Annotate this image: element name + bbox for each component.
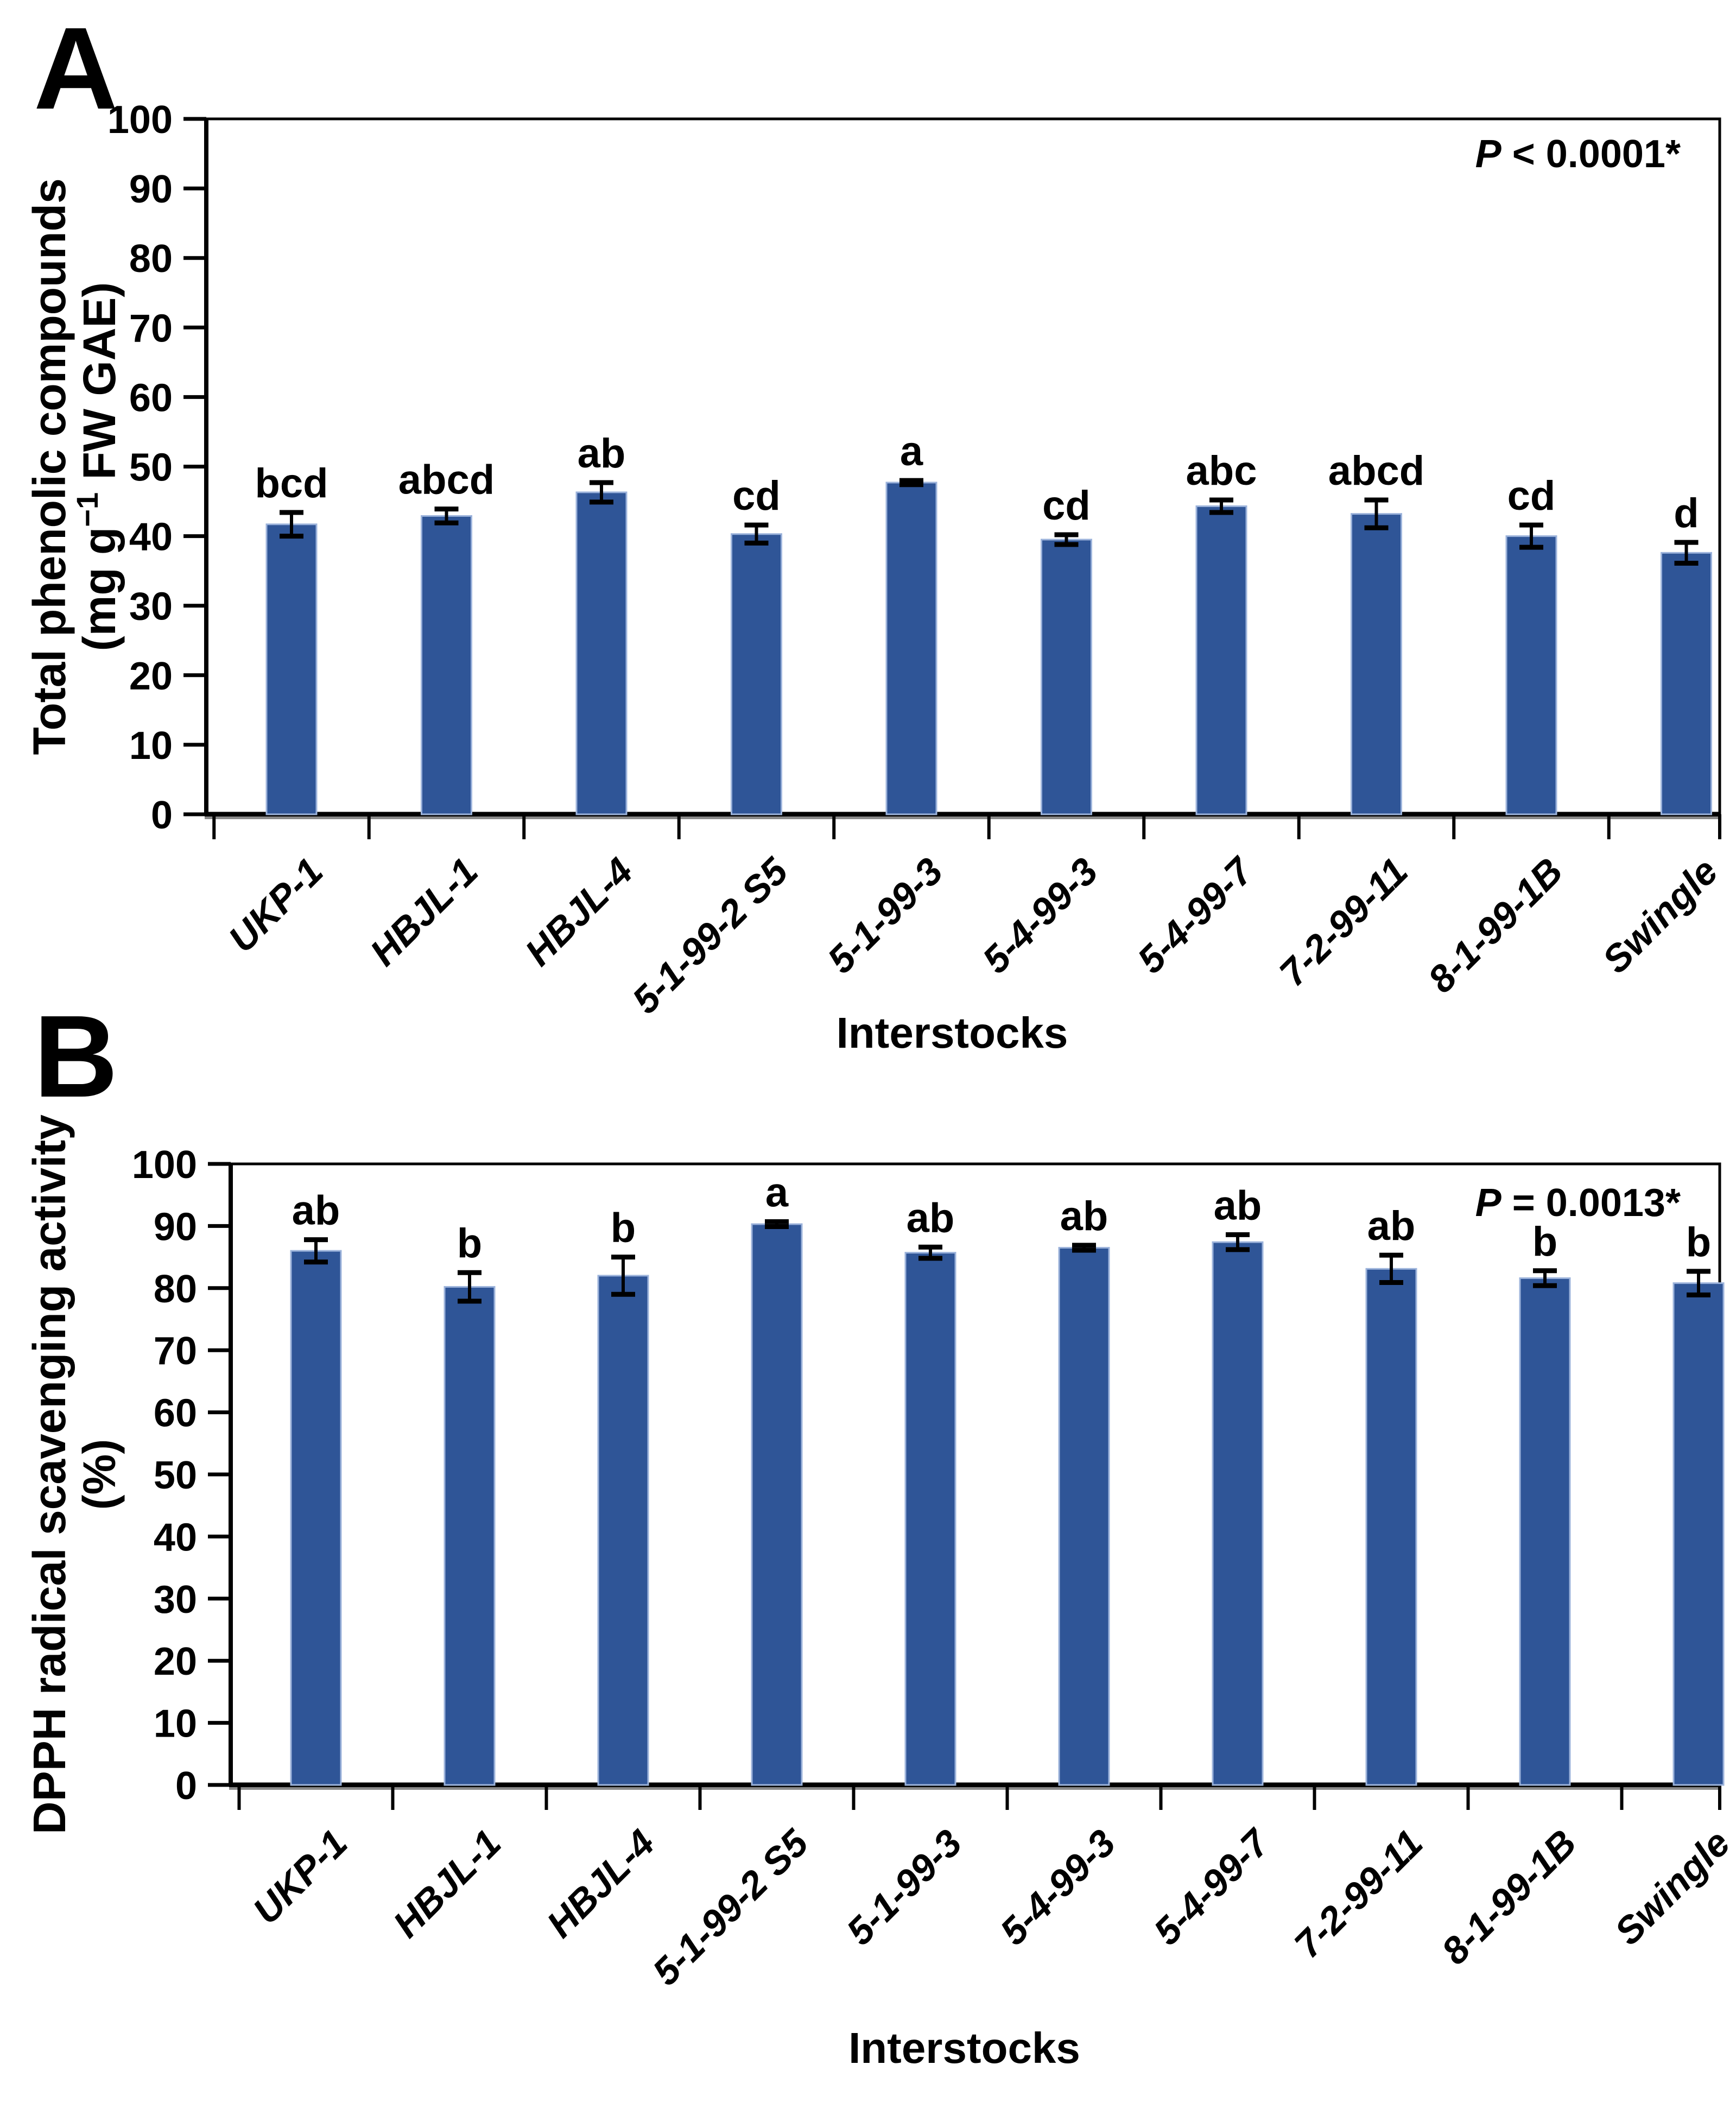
y-tick-label: 70 [129, 307, 173, 350]
y-axis-title-line2: (%) [74, 1439, 125, 1510]
y-tick-label: 30 [129, 585, 173, 629]
sig-letter: a [765, 1169, 789, 1215]
sig-letter: ab [578, 430, 626, 477]
bar [1365, 1268, 1417, 1786]
x-category-label: HBJL-4 [538, 1821, 662, 1945]
sig-letter: ab [1367, 1203, 1416, 1249]
y-axis-title-line2: (mg g−1 FW GAE) [70, 282, 125, 651]
panel-a-label: A [34, 3, 118, 134]
x-category-label: HBJL-1 [385, 1821, 509, 1945]
x-category-label: 5-4-99-7 [1129, 848, 1262, 981]
sig-letter: abc [1186, 448, 1257, 494]
x-category-label: HBJL-4 [517, 850, 641, 973]
sig-letter: ab [292, 1188, 340, 1234]
y-tick-label: 50 [129, 446, 173, 490]
x-category-label: HBJL-1 [362, 850, 486, 973]
bar [1505, 535, 1557, 815]
x-category-label: 5-1-99-3 [838, 1821, 970, 1953]
bar [1672, 1282, 1725, 1786]
y-tick-label: 60 [154, 1392, 197, 1435]
bar [1212, 1241, 1264, 1786]
p-value: P < 0.0001* [1475, 132, 1681, 176]
y-tick-label: 90 [154, 1205, 197, 1249]
x-category-label: 8-1-99-1B [1420, 850, 1571, 1000]
y-tick-label: 100 [132, 1143, 197, 1187]
bar [265, 523, 318, 815]
sig-letter: ab [1060, 1193, 1108, 1239]
x-category-label: UKP-1 [220, 850, 331, 960]
bar [751, 1223, 803, 1786]
y-tick-label: 100 [107, 98, 173, 142]
bar [1058, 1246, 1110, 1786]
x-category-label: 8-1-99-1B [1434, 1821, 1585, 1972]
y-tick-label: 80 [129, 237, 173, 281]
x-category-label: Swingle [1606, 1821, 1736, 1953]
y-tick-label: 10 [154, 1702, 197, 1746]
x-category-label: UKP-1 [245, 1821, 356, 1932]
y-tick-label: 40 [154, 1516, 197, 1559]
y-tick-label: 0 [151, 794, 173, 837]
y-tick-label: 80 [154, 1268, 197, 1311]
y-tick-label: 40 [129, 516, 173, 559]
y-tick-label: 50 [154, 1454, 197, 1497]
x-axis-title: Interstocks [837, 1009, 1068, 1057]
sig-letter: b [1686, 1219, 1711, 1265]
y-tick-label: 70 [154, 1329, 197, 1373]
sig-letter: b [611, 1205, 636, 1251]
bar [597, 1275, 649, 1786]
x-category-label: 7-2-99-11 [1287, 1821, 1431, 1966]
y-tick-label: 30 [154, 1578, 197, 1622]
bar [443, 1286, 496, 1786]
bar [731, 533, 782, 815]
x-category-label: 5-4-99-3 [992, 1821, 1123, 1953]
sig-letter: cd [1507, 473, 1556, 519]
y-axis-title-line1: DPPH radical scavenging activity [24, 1115, 75, 1834]
x-category-label: 5-4-99-7 [1145, 1820, 1278, 1953]
sig-letter: abcd [398, 457, 495, 503]
y-tick-label: 0 [175, 1764, 197, 1808]
bar [290, 1250, 342, 1786]
bar [1519, 1277, 1571, 1786]
sig-letter: cd [1042, 483, 1091, 529]
y-axis-title-line1: Total phenolic compounds [24, 178, 75, 755]
x-category-label: 7-2-99-11 [1271, 850, 1416, 994]
x-category-label: 5-1-99-2 S5 [624, 850, 796, 1022]
y-tick-label: 20 [129, 655, 173, 698]
bar [1351, 513, 1402, 815]
y-tick-label: 10 [129, 724, 173, 768]
p-value: P = 0.0013* [1475, 1181, 1681, 1225]
panel-b-label: B [34, 991, 118, 1122]
sig-letter: a [900, 428, 923, 474]
sig-letter: b [1532, 1219, 1557, 1265]
x-category-label: 5-4-99-3 [974, 850, 1106, 981]
sig-letter: bcd [255, 460, 328, 506]
bar [904, 1252, 956, 1786]
y-tick-label: 20 [154, 1640, 197, 1683]
x-category-label: 5-1-99-2 S5 [644, 1821, 816, 1993]
sig-letter: ab [1214, 1182, 1262, 1229]
sig-letter: abcd [1328, 448, 1424, 494]
sig-letter: ab [907, 1195, 955, 1241]
x-category-label: 5-1-99-3 [819, 850, 951, 981]
y-tick-label: 90 [129, 168, 173, 211]
bar [1195, 505, 1247, 815]
sig-letter: b [457, 1220, 482, 1267]
bar [1041, 539, 1092, 815]
bar [575, 491, 628, 815]
sig-letter: cd [732, 473, 781, 519]
bar [1661, 552, 1712, 815]
x-category-label: Swingle [1594, 850, 1726, 981]
y-tick-label: 60 [129, 376, 173, 420]
sig-letter: d [1674, 490, 1699, 536]
x-axis-title: Interstocks [848, 2024, 1080, 2072]
bar [421, 515, 472, 815]
bar [885, 482, 937, 815]
